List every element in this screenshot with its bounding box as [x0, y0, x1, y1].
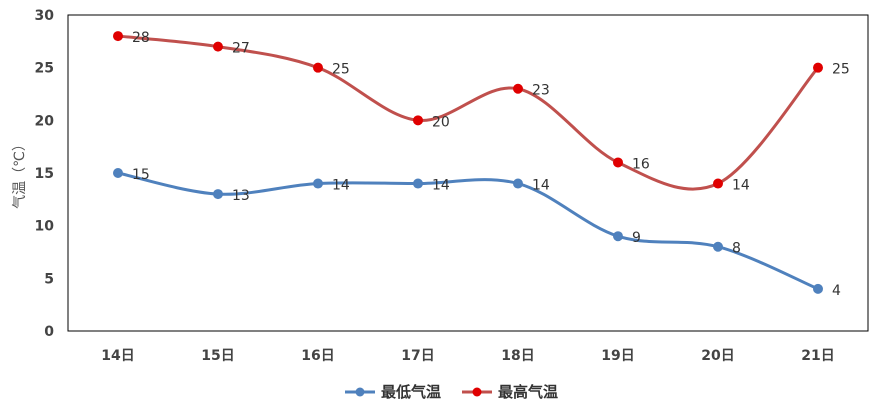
data-point — [313, 178, 323, 189]
series-1: 15 13 14 14 14 9 8 4 — [113, 167, 841, 299]
data-label: 20 — [432, 114, 450, 130]
legend-label: 最低气温 — [381, 383, 441, 401]
data-label: 16 — [632, 156, 650, 172]
data-point — [413, 178, 423, 189]
data-label: 14 — [332, 178, 350, 194]
data-point — [513, 83, 523, 94]
series-2: 28 27 25 20 23 16 14 25 — [113, 30, 850, 194]
y-axis-ticks: 0 5 10 15 20 25 30 — [35, 8, 55, 340]
y-tick-label: 10 — [35, 219, 55, 235]
data-point — [613, 231, 623, 242]
y-tick-label: 15 — [35, 166, 54, 182]
y-tick-label: 30 — [35, 8, 55, 24]
data-point — [813, 62, 823, 73]
series-line — [116, 34, 820, 191]
data-point — [113, 31, 123, 42]
y-tick-label: 0 — [44, 324, 54, 340]
data-point — [313, 62, 323, 73]
y-axis-label: 气温（℃） — [12, 137, 28, 209]
x-tick-label: 19日 — [601, 348, 634, 364]
data-label: 4 — [832, 283, 841, 299]
data-point — [613, 157, 623, 168]
data-point — [713, 178, 723, 189]
data-label: 23 — [532, 83, 550, 99]
data-label: 14 — [432, 178, 450, 194]
y-tick-label: 5 — [44, 271, 54, 287]
x-tick-label: 15日 — [201, 348, 234, 364]
x-tick-label: 18日 — [501, 348, 534, 364]
legend: 最低气温 最高气温 — [345, 383, 558, 401]
data-label: 25 — [332, 62, 350, 78]
data-label: 27 — [232, 41, 250, 57]
data-label: 14 — [732, 178, 750, 194]
x-tick-label: 16日 — [301, 348, 334, 364]
legend-label: 最高气温 — [498, 383, 558, 401]
plot-area — [67, 14, 869, 332]
x-tick-label: 17日 — [401, 348, 434, 364]
plot-frame — [67, 14, 869, 332]
legend-item-1: 最低气温 — [345, 383, 441, 401]
data-label: 14 — [532, 178, 550, 194]
data-point — [413, 115, 423, 126]
legend-item-2: 最高气温 — [462, 383, 558, 401]
data-point — [813, 283, 823, 294]
data-label: 8 — [732, 241, 741, 257]
series-line — [116, 171, 820, 291]
data-label: 13 — [232, 188, 250, 204]
legend-marker — [355, 387, 365, 397]
x-tick-label: 21日 — [801, 348, 834, 364]
data-point — [213, 189, 223, 200]
legend-marker — [472, 387, 482, 397]
y-tick-label: 25 — [35, 61, 54, 77]
data-point — [113, 168, 123, 178]
data-label: 25 — [832, 62, 850, 78]
x-axis-ticks: 14日 15日 16日 17日 18日 19日 20日 21日 — [101, 348, 834, 364]
data-point — [213, 41, 223, 52]
y-tick-label: 20 — [35, 113, 55, 129]
x-tick-label: 14日 — [101, 348, 134, 364]
series-layer: 15 13 14 14 14 9 8 4 28 27 25 20 23 16 14 25 — [113, 30, 850, 299]
data-point — [513, 178, 523, 189]
data-label: 15 — [132, 167, 150, 183]
x-tick-label: 20日 — [701, 348, 734, 364]
data-label: 28 — [132, 30, 150, 46]
data-label: 9 — [632, 230, 641, 246]
data-point — [713, 241, 723, 252]
